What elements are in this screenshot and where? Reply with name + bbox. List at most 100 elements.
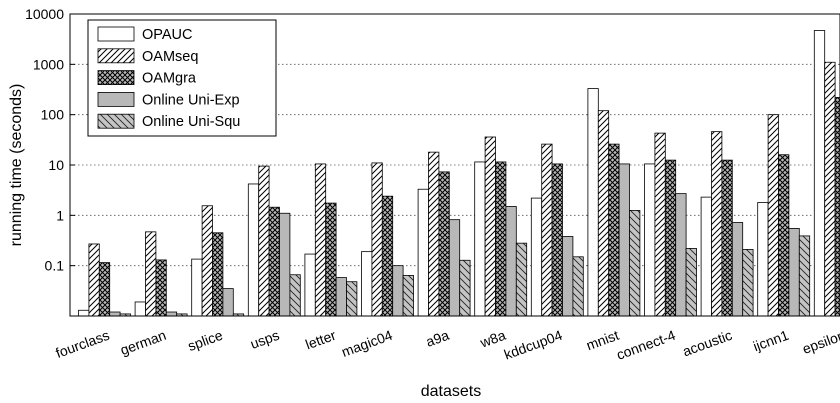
legend-swatch [97,48,135,64]
legend-label: OAMseq [142,49,198,65]
bar [778,154,790,317]
bars [78,30,840,317]
bar [222,288,234,317]
bar [201,205,213,317]
legend-swatch [97,113,135,129]
legend: OPAUC OAMseq OAMgra Online Uni-Exp Online Un… [87,19,277,137]
legend-label: Online Uni-Exp [142,92,240,108]
bar [495,161,507,317]
bar [562,236,574,317]
bar [721,159,733,317]
bar [304,253,316,317]
y-tick-label: 1000 [33,56,64,72]
x-tick-label: epsilon [800,327,840,357]
bar [428,151,440,317]
bar [78,309,90,317]
bar [530,197,543,317]
y-axis-ticks: 0.1 1 10 100 1000 10000 [25,6,75,274]
bar [247,183,260,317]
y-tick-label: 0.1 [45,258,65,274]
bar [268,206,280,317]
bar [813,30,826,317]
bar [165,311,178,317]
bar [289,274,301,317]
bar [134,301,146,317]
x-tick-label: german [118,327,168,358]
bar [685,248,697,317]
bar [417,188,429,317]
bar [834,97,840,317]
bar [742,249,754,317]
bar [361,251,373,317]
bar [438,171,450,317]
bar [258,165,270,317]
bar [597,110,610,317]
bar [325,202,337,317]
bar [109,311,121,317]
x-tick-label: ijcnn1 [751,327,791,355]
x-tick-label: splice [186,327,225,354]
bar [402,275,414,317]
bar [798,235,811,317]
bar [335,277,347,317]
x-tick-label: acoustic [680,327,734,360]
x-tick-label: letter [303,327,338,353]
bar [767,114,779,317]
bar [608,143,620,317]
bar [711,131,723,317]
x-tick-label: usps [248,327,281,352]
bar [346,281,358,317]
bar [700,196,712,317]
bar [824,61,836,317]
bar [212,232,224,317]
bar [675,193,687,317]
y-tick-label: 10000 [25,6,64,22]
y-tick-label: 10 [48,157,64,173]
x-axis-ticks: fourclass german splice usps letter magic04 a9… [53,327,840,363]
bar [788,228,800,317]
bar [381,195,394,317]
bar [98,262,111,317]
bar [145,231,157,317]
legend-label: Online Uni-Squ [142,114,240,130]
x-tick-label: kddcup04 [502,327,565,363]
bar [474,161,486,317]
bar [731,222,744,317]
bar [314,163,327,317]
bar [371,162,383,317]
bar [618,163,630,317]
bar [541,143,553,317]
bar [664,159,677,317]
bar [551,163,563,317]
bar [654,132,666,317]
legend-swatch [97,92,135,107]
y-tick-label: 1 [56,207,64,223]
legend-label: OPAUC [142,27,193,43]
x-tick-label: magic04 [339,327,394,360]
legend-swatch [97,70,135,85]
bar [572,256,584,317]
bar [155,259,167,317]
x-tick-label: a9a [424,327,452,350]
bar [629,210,641,317]
bar [757,202,769,317]
bar [515,242,528,317]
bar [484,136,496,317]
bar [448,219,461,317]
bar [505,206,517,317]
bar [279,212,291,317]
bar [392,265,404,317]
x-tick-label: connect-4 [614,327,677,363]
legend-label: OAMgra [142,71,197,87]
legend-swatch [97,26,135,42]
y-tick-label: 100 [41,107,65,123]
x-axis-label: datasets [421,383,481,400]
bar [191,258,203,317]
bar [587,88,599,317]
bar [644,163,656,317]
bar [459,259,471,317]
bar [88,243,100,317]
y-axis-label: running time (seconds) [8,84,25,247]
x-tick-label: fourclass [53,327,111,361]
